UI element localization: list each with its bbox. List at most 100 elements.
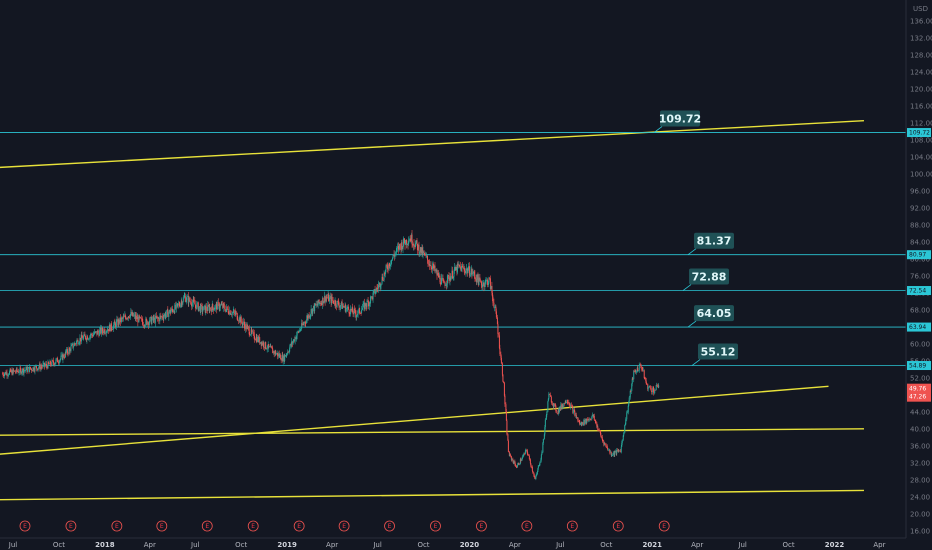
earnings-marker[interactable] bbox=[19, 520, 31, 532]
candle-body bbox=[544, 419, 546, 427]
trend-line[interactable] bbox=[0, 428, 864, 436]
horizontal-levels[interactable]: 109.72 81.37 72.88 64.05 55.12 bbox=[0, 110, 906, 366]
candle-body bbox=[488, 277, 490, 279]
candle-body bbox=[113, 321, 115, 326]
candle-body bbox=[650, 388, 652, 392]
candle-body bbox=[252, 331, 254, 333]
candle-body bbox=[114, 321, 116, 324]
earnings-marker[interactable] bbox=[338, 520, 350, 532]
earnings-marker[interactable] bbox=[65, 520, 77, 532]
level-callout[interactable] bbox=[689, 268, 729, 285]
candle-body bbox=[543, 434, 545, 439]
x-tick-label: 2021 bbox=[642, 541, 662, 549]
candle-body bbox=[248, 327, 250, 335]
candle-body bbox=[149, 316, 151, 318]
level-callout[interactable] bbox=[660, 110, 700, 127]
candle-body bbox=[324, 295, 326, 302]
candle-body bbox=[11, 370, 13, 375]
earnings-marker[interactable] bbox=[658, 520, 670, 532]
y-tick-label: 28.00 bbox=[910, 476, 930, 484]
candle-body bbox=[547, 401, 549, 412]
trend-lines[interactable] bbox=[0, 120, 865, 501]
current-price-tag bbox=[907, 383, 931, 402]
candle-body bbox=[554, 403, 556, 405]
candle-body bbox=[465, 268, 467, 271]
earnings-marker[interactable] bbox=[566, 520, 578, 532]
candle-body bbox=[42, 364, 44, 367]
candle-body bbox=[443, 280, 445, 284]
candle-body bbox=[170, 311, 172, 314]
candle-body bbox=[614, 450, 616, 453]
candle-body bbox=[478, 277, 480, 286]
earnings-marker[interactable] bbox=[521, 520, 533, 532]
candle-body bbox=[327, 297, 329, 299]
candle-body bbox=[528, 455, 530, 460]
candle-body bbox=[397, 247, 399, 249]
candle-body bbox=[422, 247, 424, 255]
earnings-marker[interactable] bbox=[156, 520, 168, 532]
earnings-marker[interactable] bbox=[612, 520, 624, 532]
candle-body bbox=[140, 317, 142, 319]
earnings-marker[interactable] bbox=[384, 520, 395, 532]
candle-body bbox=[383, 280, 385, 281]
candle-body bbox=[407, 243, 409, 245]
y-tick-label: 32.00 bbox=[910, 459, 930, 467]
candle-body bbox=[420, 247, 422, 254]
candle-body bbox=[638, 370, 640, 372]
trend-line[interactable] bbox=[0, 120, 865, 169]
earnings-marker[interactable] bbox=[430, 520, 441, 532]
candle-body bbox=[132, 312, 134, 317]
y-tick-label: 92.00 bbox=[910, 204, 930, 212]
current-price-label: 47.26 bbox=[909, 394, 926, 401]
level-callout[interactable] bbox=[694, 305, 734, 322]
earnings-marker[interactable] bbox=[293, 520, 305, 532]
level-callout[interactable] bbox=[698, 343, 738, 360]
candle-body bbox=[268, 344, 270, 347]
earnings-marker[interactable] bbox=[247, 520, 259, 532]
candle-body bbox=[89, 336, 91, 339]
candle-body bbox=[12, 369, 14, 375]
candle-body bbox=[216, 303, 218, 310]
candle-body bbox=[175, 303, 177, 309]
candle-body bbox=[605, 443, 607, 446]
y-axis-panel[interactable] bbox=[906, 0, 932, 550]
candle-body bbox=[612, 452, 614, 455]
earnings-marker[interactable] bbox=[201, 520, 213, 532]
candle-body bbox=[542, 438, 544, 443]
level-callout[interactable] bbox=[694, 232, 734, 249]
candle-body bbox=[530, 466, 532, 468]
candle-body bbox=[30, 368, 32, 371]
candle-body bbox=[440, 278, 442, 285]
earnings-marker[interactable] bbox=[111, 520, 123, 532]
candle-body bbox=[329, 296, 331, 298]
candle-body bbox=[195, 305, 197, 309]
trend-line[interactable] bbox=[0, 489, 864, 501]
candle-body bbox=[423, 251, 425, 253]
candle-body bbox=[356, 315, 358, 317]
x-tick-label: Jul bbox=[372, 541, 382, 549]
y-tick-label: 20.00 bbox=[910, 510, 930, 518]
candle-body bbox=[271, 347, 273, 349]
candle-body bbox=[374, 289, 376, 294]
earnings-marker-label: E bbox=[616, 523, 620, 530]
candle-body bbox=[588, 419, 590, 421]
candle-body bbox=[656, 384, 658, 387]
candle-body bbox=[521, 456, 523, 460]
candle-body bbox=[200, 304, 202, 313]
candle-body bbox=[631, 378, 633, 384]
candle-body bbox=[646, 383, 648, 385]
candle-body bbox=[270, 346, 272, 348]
candle-body bbox=[336, 300, 338, 307]
trend-line[interactable] bbox=[0, 385, 829, 455]
candle-body bbox=[289, 344, 291, 348]
candle-body bbox=[95, 331, 97, 333]
y-tick-label: 36.00 bbox=[910, 442, 930, 450]
candle-body bbox=[464, 270, 466, 274]
earnings-marker-label: E bbox=[388, 523, 392, 530]
candle-body bbox=[42, 362, 44, 365]
earnings-marker[interactable] bbox=[476, 520, 487, 532]
candle-body bbox=[142, 325, 144, 327]
x-tick-label: Apr bbox=[144, 541, 156, 549]
